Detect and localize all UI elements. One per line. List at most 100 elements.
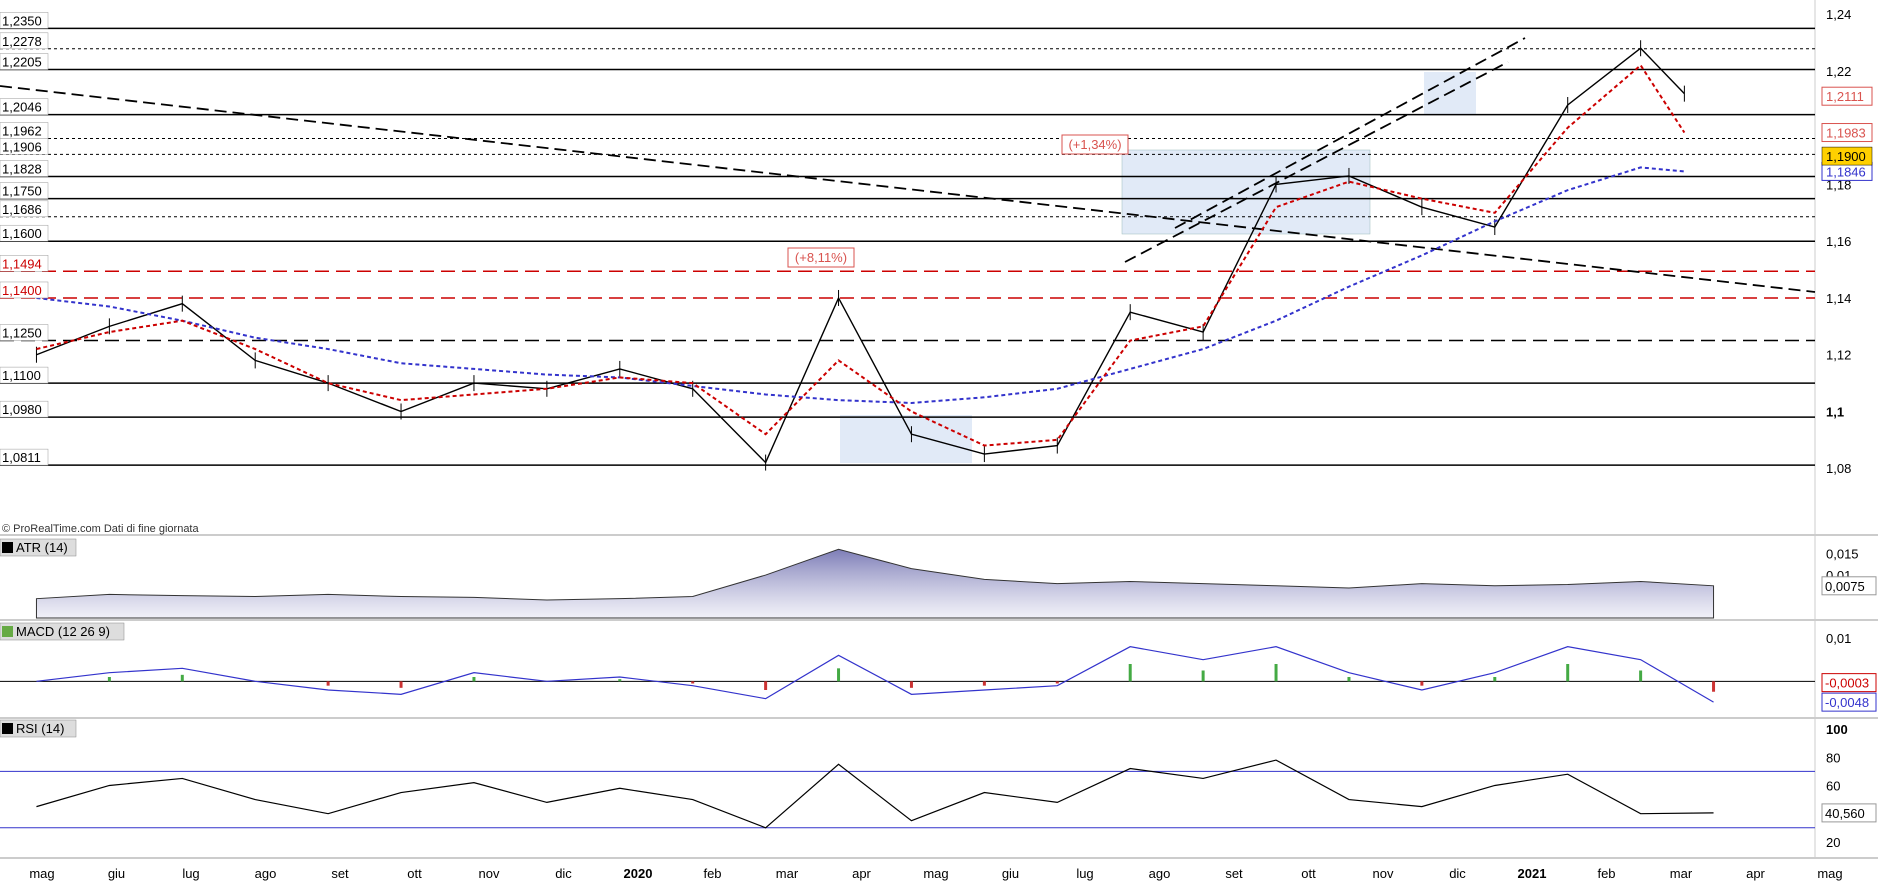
macd-panel: MACD (12 26 9) 0,01 -0,0003 -0,0048 [0, 622, 1877, 712]
price-tick: 1,24 [1826, 7, 1851, 22]
indicator-label: MACD (12 26 9) [0, 622, 125, 641]
time-tick: nov [479, 866, 500, 881]
indicator-tick: 60 [1826, 778, 1840, 793]
svg-text:1,1750: 1,1750 [2, 184, 42, 199]
price-tick: 1,16 [1826, 234, 1851, 249]
time-tick: mag [29, 866, 54, 881]
trendlines [0, 37, 1816, 293]
svg-text:1,1494: 1,1494 [2, 256, 42, 271]
level-label: 1,1494 [0, 255, 49, 272]
level-label: 1,0811 [0, 448, 49, 466]
level-label: 1,2350 [0, 12, 49, 29]
level-label: 1,1962 [0, 122, 49, 139]
time-tick: giu [108, 866, 125, 881]
svg-text:40,560: 40,560 [1825, 806, 1865, 821]
svg-text:1,2278: 1,2278 [2, 34, 42, 49]
svg-text:1,1400: 1,1400 [2, 283, 42, 298]
svg-text:1,0811: 1,0811 [2, 450, 41, 465]
time-tick: lug [182, 866, 199, 881]
level-label: 1,0980 [0, 400, 49, 418]
level-label: 1,1750 [0, 182, 49, 199]
level-label: 1,1100 [0, 366, 49, 384]
svg-text:1,1846: 1,1846 [1826, 164, 1866, 179]
price-tick: 1,08 [1826, 461, 1851, 476]
horizontal-levels [0, 27, 1815, 466]
atr-area [35, 548, 1715, 619]
indicator-tick: 0,015 [1826, 547, 1859, 562]
rsi-panel: RSI (14)1008060402040,560 [0, 719, 1877, 850]
time-tick: set [331, 866, 349, 881]
price-tick: 1,12 [1826, 348, 1851, 363]
indicator-tick: 0,01 [1826, 631, 1851, 646]
indicator-value: -0,0003 [1821, 673, 1877, 693]
time-tick: ago [255, 866, 277, 881]
time-tick: ott [1301, 866, 1316, 881]
annotation-text: (+1,34%) [1068, 137, 1121, 152]
time-tick: feb [1597, 866, 1615, 881]
time-tick: nov [1373, 866, 1394, 881]
svg-text:-0,0048: -0,0048 [1825, 695, 1869, 710]
annotation-text: (+8,11%) [795, 250, 847, 265]
time-tick: dic [555, 866, 572, 881]
level-label: 1,1906 [0, 138, 49, 155]
time-tick: ott [407, 866, 422, 881]
svg-text:1,1686: 1,1686 [2, 202, 42, 217]
time-tick: mar [776, 866, 799, 881]
price-tick: 1,1 [1826, 404, 1844, 419]
price-tick: 1,18 [1826, 177, 1851, 192]
right-marker: 1,1846 [1821, 161, 1873, 181]
time-axis: mag giu lug ago set ott nov dic 2020 feb mar apr mag… [29, 866, 1842, 881]
level-label: 1,2278 [0, 32, 49, 50]
time-tick: giu [1002, 866, 1019, 881]
rsi-line [36, 759, 1714, 829]
level-label: 1,1828 [0, 160, 49, 177]
level-label: 1,1600 [0, 224, 49, 242]
indicator-label: ATR (14) [0, 538, 77, 557]
price-line-2 [36, 63, 1686, 447]
indicator-tick: 100 [1826, 722, 1848, 737]
time-tick: apr [852, 866, 871, 881]
last-price-badge: 1,1900 [1821, 146, 1873, 166]
svg-text:1,1962: 1,1962 [2, 123, 42, 138]
right-marker: 1,1983 [1821, 123, 1873, 143]
level-label: 1,2046 [0, 98, 49, 115]
svg-text:1,0980: 1,0980 [2, 402, 42, 417]
price-series [35, 40, 1686, 471]
svg-text:1,2046: 1,2046 [2, 100, 42, 115]
right-marker: 1,2111 [1821, 86, 1873, 106]
svg-text:MACD (12 26 9): MACD (12 26 9) [16, 624, 110, 639]
time-tick: mar [1670, 866, 1693, 881]
level-label: 1,1400 [0, 281, 49, 299]
svg-text:ATR (14): ATR (14) [16, 540, 68, 555]
time-tick: 2021 [1518, 866, 1547, 881]
svg-text:1,2205: 1,2205 [2, 55, 42, 70]
time-tick: lug [1076, 866, 1093, 881]
time-tick: ago [1149, 866, 1171, 881]
indicator-label: RSI (14) [0, 719, 77, 738]
svg-text:1,1983: 1,1983 [1826, 126, 1866, 141]
time-tick: mag [1817, 866, 1842, 881]
svg-text:1,2111: 1,2111 [1826, 89, 1864, 104]
annotation-pct-1: (+8,11%) [787, 247, 855, 268]
level-label: 1,2205 [0, 53, 49, 70]
svg-text:-0,0003: -0,0003 [1825, 676, 1869, 691]
svg-text:1,1828: 1,1828 [2, 162, 42, 177]
indicator-tick: 80 [1826, 750, 1840, 765]
svg-text:1,2350: 1,2350 [2, 13, 42, 28]
svg-text:0,0075: 0,0075 [1825, 579, 1865, 594]
time-tick: 2020 [624, 866, 653, 881]
svg-text:RSI (14): RSI (14) [16, 721, 64, 736]
panel-frames [0, 0, 1878, 859]
time-tick: feb [703, 866, 721, 881]
time-tick: set [1225, 866, 1243, 881]
svg-text:1,1906: 1,1906 [2, 139, 42, 154]
price-line-1 [36, 166, 1685, 404]
indicator-value: 40,560 [1821, 803, 1877, 823]
indicator-tick: 20 [1826, 835, 1840, 850]
svg-text:1,1900: 1,1900 [1826, 149, 1866, 164]
time-tick: dic [1449, 866, 1466, 881]
